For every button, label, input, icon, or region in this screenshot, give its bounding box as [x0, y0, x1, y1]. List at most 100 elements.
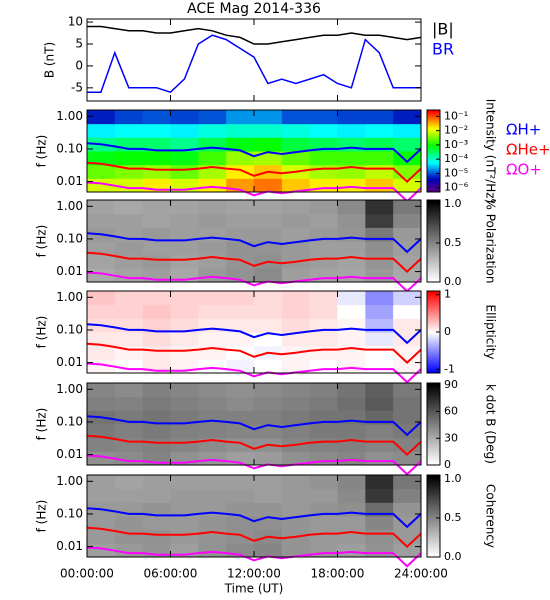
- spectrogram-cell: [114, 424, 144, 439]
- spectrogram-cell: [198, 359, 227, 374]
- spectrogram-cell: [226, 241, 255, 256]
- colorbar-step: [427, 481, 440, 484]
- colorbar-step: [427, 521, 440, 524]
- spectrogram-cell: [114, 396, 144, 411]
- spectrogram-cell: [170, 345, 199, 360]
- spectrogram-cell: [170, 123, 199, 138]
- gyro-line: [86, 142, 422, 164]
- colorbar-step: [427, 156, 440, 159]
- spectrogram-cell: [142, 502, 171, 517]
- spectrogram-cell: [365, 200, 394, 215]
- y-tick-label: 10: [68, 15, 83, 29]
- spectrogram-cell: [87, 123, 116, 138]
- spectrogram-cell: [226, 137, 255, 152]
- gyro-line: [86, 271, 422, 293]
- colorbar-tick-label: 1.0: [444, 197, 462, 210]
- colorbar-step: [427, 363, 440, 366]
- colorbar-step: [427, 238, 440, 241]
- spectrogram-cell: [170, 529, 199, 544]
- colorbar-step: [427, 535, 440, 538]
- colorbar-step: [427, 246, 440, 249]
- colorbar-step: [427, 250, 440, 253]
- spectrogram-cell: [114, 178, 144, 193]
- y-tick-label: 0.01: [56, 447, 83, 461]
- spectrogram-cell: [254, 304, 283, 319]
- spectrogram-cell: [142, 151, 171, 166]
- colorbar-step: [427, 150, 440, 153]
- colorbar-step: [427, 268, 440, 271]
- spectrogram-cell: [365, 241, 394, 256]
- spectrogram-cell: [254, 451, 283, 466]
- spectrogram-cell: [226, 437, 255, 452]
- spectrogram-cell: [393, 227, 422, 242]
- colorbar-step: [427, 315, 440, 318]
- spectrogram-cell: [198, 200, 227, 215]
- spectrogram-cell: [254, 291, 283, 306]
- spectrogram-cell: [226, 123, 255, 138]
- spectrogram-cell: [142, 424, 171, 439]
- spectrogram-cell: [87, 200, 116, 215]
- y-axis-label: f (Hz): [35, 135, 49, 168]
- colorbar-step: [427, 232, 440, 235]
- spectrogram-cell: [393, 502, 422, 517]
- colorbar-step: [427, 214, 440, 217]
- colorbar-step: [427, 166, 440, 169]
- spectrogram-cell: [365, 516, 394, 531]
- colorbar-step: [427, 533, 440, 536]
- colorbar-step: [427, 351, 440, 354]
- colorbar-step: [427, 483, 440, 486]
- colorbar-step: [427, 200, 440, 203]
- colorbar-frame: [426, 382, 441, 466]
- spectrogram-cell: [254, 213, 283, 228]
- colorbar-tick-label: 10⁻⁵: [444, 166, 468, 179]
- spectrogram-cell: [254, 475, 283, 490]
- colorbar-step: [427, 407, 440, 410]
- colorbar-step: [427, 335, 440, 338]
- colorbar-step: [427, 118, 440, 121]
- colorbar-label: % Polarization: [484, 199, 498, 284]
- chart-title: ACE Mag 2014-336: [187, 1, 321, 17]
- spectrogram-cell: [142, 110, 171, 125]
- spectrogram-cell: [309, 164, 338, 179]
- colorbar-step: [427, 391, 440, 394]
- y-tick-label: -5: [71, 80, 83, 94]
- spectrogram-cell: [365, 345, 394, 360]
- spectrogram-cell: [114, 332, 144, 347]
- spectrogram-cell: [281, 178, 311, 193]
- spectrogram-cell: [226, 396, 255, 411]
- y-tick-label: 0: [75, 58, 83, 72]
- colorbar-step: [427, 303, 440, 306]
- y-tick-label: 1.00: [56, 290, 83, 304]
- gyro-line: [86, 507, 422, 529]
- colorbar-step: [427, 242, 440, 245]
- colorbar-tick-label: 0: [444, 458, 451, 471]
- spectrogram-cell: [309, 543, 338, 558]
- colorbar-step: [427, 260, 440, 263]
- spectrogram-cell: [281, 241, 311, 256]
- spectrogram-cell: [226, 475, 255, 490]
- spectrogram-cell: [337, 123, 366, 138]
- colorbar-frame: [426, 109, 441, 193]
- spectrogram-cell: [337, 488, 366, 503]
- spectrogram-cell: [254, 227, 283, 242]
- spectrogram-cell: [198, 110, 227, 125]
- y-axis-label: f (Hz): [35, 500, 49, 533]
- spectrogram-cell: [393, 200, 422, 215]
- spectrogram-cell: [114, 488, 144, 503]
- colorbar-tick-label: -1: [444, 362, 455, 375]
- spectrogram-cell: [142, 241, 171, 256]
- spectrogram-cell: [87, 396, 116, 411]
- spectrogram-cell: [281, 213, 311, 228]
- spectrogram-cell: [281, 502, 311, 517]
- spectrogram-cell: [337, 332, 366, 347]
- colorbar-step: [427, 545, 440, 548]
- spectrogram-cell: [281, 396, 311, 411]
- colorbar-step: [427, 202, 440, 205]
- spectrogram-cell: [337, 200, 366, 215]
- spectrogram-cell: [226, 213, 255, 228]
- colorbar-step: [427, 541, 440, 544]
- colorbar-step: [427, 258, 440, 261]
- spectrogram-cell: [337, 359, 366, 374]
- colorbar-step: [427, 493, 440, 496]
